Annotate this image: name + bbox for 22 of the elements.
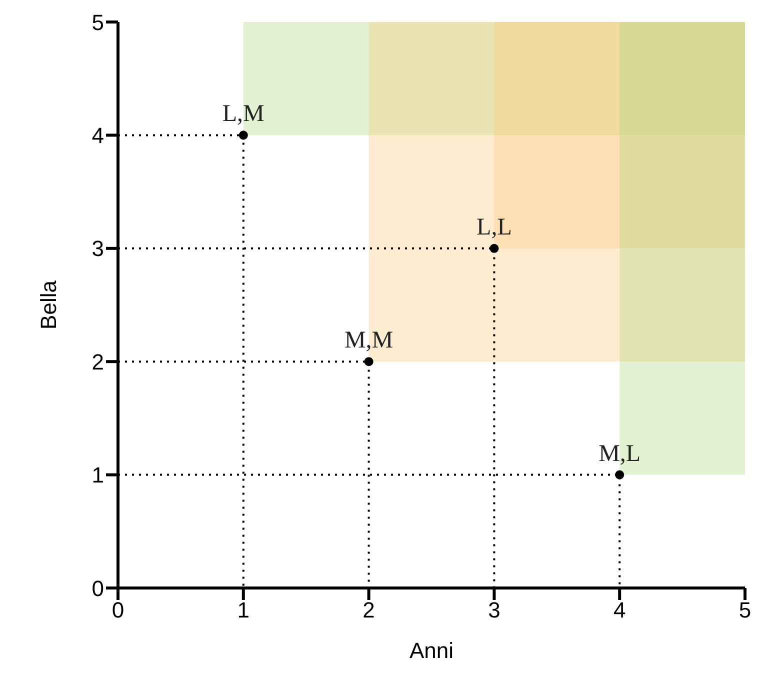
y-axis-title: Bella (36, 280, 61, 330)
point (364, 357, 374, 366)
y-tick-label: 2 (92, 349, 104, 374)
y-tick-label: 3 (92, 236, 104, 262)
x-tick-label: 1 (237, 598, 250, 623)
point (238, 130, 248, 140)
point (615, 470, 624, 480)
annotation: L,M (222, 101, 264, 128)
x-tick-label: 2 (362, 598, 375, 623)
annotation: M,M (344, 328, 394, 354)
y-tick-label: 4 (92, 123, 104, 148)
y-tick-label: 5 (92, 10, 104, 35)
x-tick-label: 3 (488, 598, 500, 623)
y-tick-label: 0 (92, 576, 104, 601)
annotation: L,L (476, 214, 512, 240)
annotation: M,L (598, 440, 641, 467)
x-tick-label: 0 (112, 598, 124, 623)
x-tick-label: 5 (738, 598, 752, 623)
x-axis-title: Anni (409, 638, 454, 663)
y-tick-label: 1 (92, 462, 104, 488)
x-tick-label: 4 (613, 598, 626, 623)
point (490, 244, 499, 253)
